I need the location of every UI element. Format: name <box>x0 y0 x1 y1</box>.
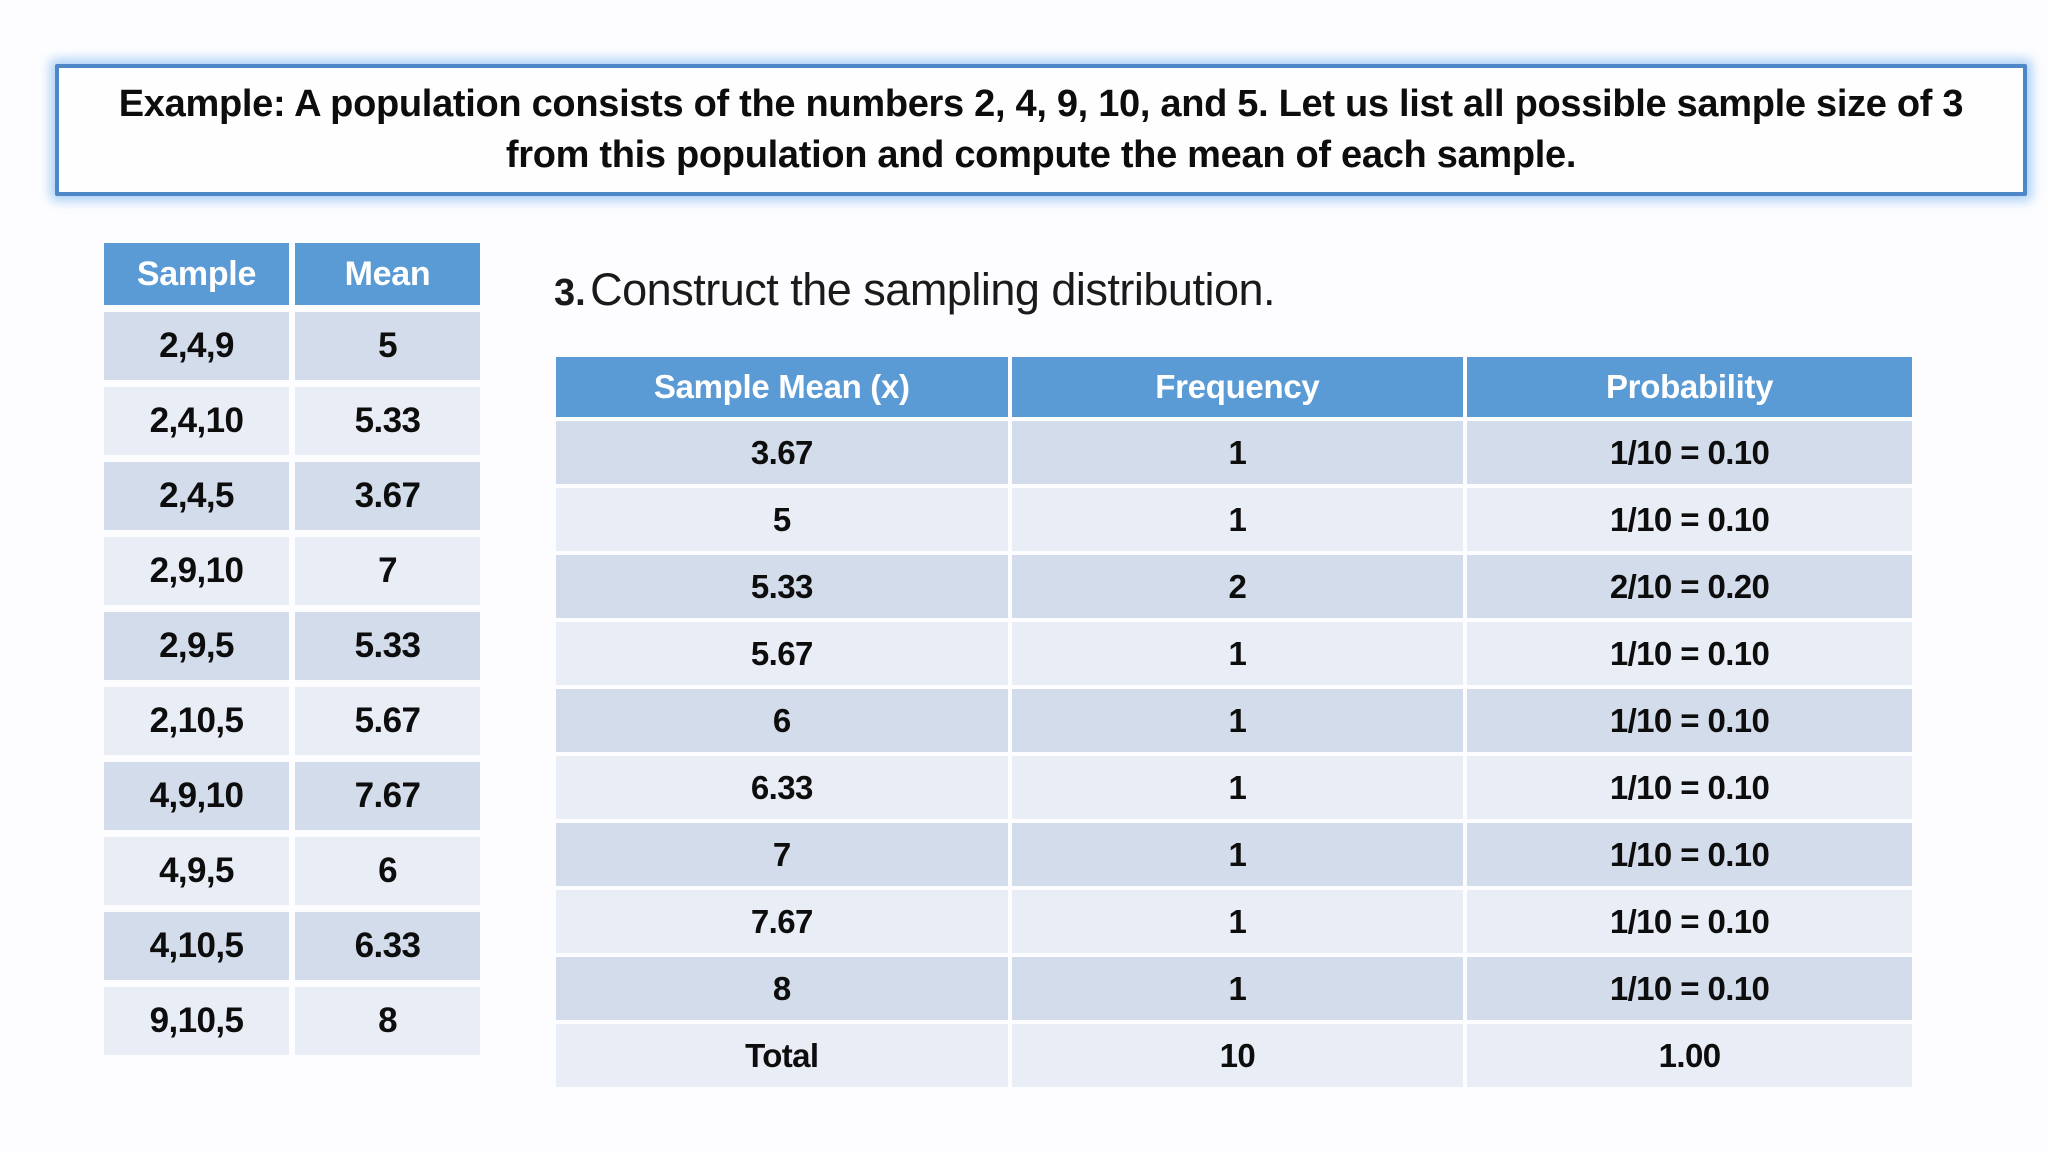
step-text: Construct the sampling distribution. <box>590 264 1275 315</box>
column-header-sample-mean: Sample Mean (x) <box>556 357 1008 417</box>
table-cell: 1/10 = 0.10 <box>1467 823 1912 886</box>
table-cell: 7 <box>556 823 1008 886</box>
table-row: 8 1 1/10 = 0.10 <box>556 957 1912 1020</box>
table-row: 4,9,10 7.67 <box>104 762 480 830</box>
table-cell: 5 <box>556 488 1008 551</box>
table-cell: 8 <box>556 957 1008 1020</box>
title-box: Example: A population consists of the nu… <box>55 64 2027 196</box>
samples-table: Sample Mean 2,4,9 5 2,4,10 5.33 2,4,5 3.67 2,9… <box>98 236 486 1062</box>
table-cell: 2,4,9 <box>104 312 289 380</box>
table-cell: 1 <box>1011 488 1464 551</box>
table-cell: 8 <box>295 987 480 1055</box>
distribution-table-body: 3.67 1 1/10 = 0.10 5 1 1/10 = 0.10 5.33 2 2/10 =… <box>556 421 1912 1087</box>
table-cell: 6 <box>295 837 480 905</box>
table-cell: 2,4,5 <box>104 462 289 530</box>
table-cell: 1/10 = 0.10 <box>1467 622 1912 685</box>
table-row: 2,4,5 3.67 <box>104 462 480 530</box>
table-cell: 1/10 = 0.10 <box>1467 488 1912 551</box>
column-header-probability: Probability <box>1467 357 1912 417</box>
table-row: 2,9,10 7 <box>104 537 480 605</box>
table-cell: 5 <box>295 312 480 380</box>
slide-title: Example: A population consists of the nu… <box>118 83 1964 176</box>
column-header-sample: Sample <box>104 243 289 305</box>
table-cell: 1 <box>1011 689 1464 752</box>
table-cell: 7.67 <box>556 890 1008 953</box>
table-row: 5 1 1/10 = 0.10 <box>556 488 1912 551</box>
table-cell: 1/10 = 0.10 <box>1467 756 1912 819</box>
table-cell: 2,10,5 <box>104 687 289 755</box>
table-cell: 1 <box>1011 957 1464 1020</box>
table-cell: 2 <box>1011 555 1464 618</box>
table-row: 7.67 1 1/10 = 0.10 <box>556 890 1912 953</box>
table-cell: 5.67 <box>295 687 480 755</box>
table-cell: 5.67 <box>556 622 1008 685</box>
table-row: 6.33 1 1/10 = 0.10 <box>556 756 1912 819</box>
distribution-table: Sample Mean (x) Frequency Probability 3.… <box>552 353 1916 1091</box>
table-row: 7 1 1/10 = 0.10 <box>556 823 1912 886</box>
table-cell: 1 <box>1011 890 1464 953</box>
table-row: 4,10,5 6.33 <box>104 912 480 980</box>
table-row: 5.67 1 1/10 = 0.10 <box>556 622 1912 685</box>
table-cell: 10 <box>1011 1024 1464 1087</box>
table-cell: Total <box>556 1024 1008 1087</box>
samples-table-body: 2,4,9 5 2,4,10 5.33 2,4,5 3.67 2,9,10 7 2,9,5 5.3… <box>104 312 480 1055</box>
table-cell: 2/10 = 0.20 <box>1467 555 1912 618</box>
table-row: 6 1 1/10 = 0.10 <box>556 689 1912 752</box>
table-row: 3.67 1 1/10 = 0.10 <box>556 421 1912 484</box>
table-cell: 1 <box>1011 823 1464 886</box>
table-cell: 1/10 = 0.10 <box>1467 421 1912 484</box>
table-cell: 6.33 <box>556 756 1008 819</box>
table-cell: 6.33 <box>295 912 480 980</box>
table-row: 2,9,5 5.33 <box>104 612 480 680</box>
table-cell: 1 <box>1011 622 1464 685</box>
table-cell: 1/10 = 0.10 <box>1467 890 1912 953</box>
table-row: 2,4,10 5.33 <box>104 387 480 455</box>
table-row: 2,10,5 5.67 <box>104 687 480 755</box>
table-cell: 4,10,5 <box>104 912 289 980</box>
table-row: Total 10 1.00 <box>556 1024 1912 1087</box>
table-cell: 5.33 <box>295 612 480 680</box>
table-row: 9,10,5 8 <box>104 987 480 1055</box>
table-cell: 7 <box>295 537 480 605</box>
table-cell: 3.67 <box>295 462 480 530</box>
table-cell: 9,10,5 <box>104 987 289 1055</box>
table-cell: 1 <box>1011 756 1464 819</box>
table-cell: 1 <box>1011 421 1464 484</box>
table-cell: 7.67 <box>295 762 480 830</box>
table-cell: 5.33 <box>556 555 1008 618</box>
table-row: 4,9,5 6 <box>104 837 480 905</box>
samples-header-row: Sample Mean <box>104 243 480 305</box>
table-cell: 4,9,5 <box>104 837 289 905</box>
step-heading: 3. Construct the sampling distribution. <box>554 264 1275 316</box>
table-cell: 1.00 <box>1467 1024 1912 1087</box>
table-row: 2,4,9 5 <box>104 312 480 380</box>
column-header-frequency: Frequency <box>1011 357 1464 417</box>
table-cell: 6 <box>556 689 1008 752</box>
step-number: 3. <box>554 272 586 314</box>
table-row: 5.33 2 2/10 = 0.20 <box>556 555 1912 618</box>
distribution-header-row: Sample Mean (x) Frequency Probability <box>556 357 1912 417</box>
column-header-mean: Mean <box>295 243 480 305</box>
table-cell: 1/10 = 0.10 <box>1467 957 1912 1020</box>
table-cell: 4,9,10 <box>104 762 289 830</box>
table-cell: 1/10 = 0.10 <box>1467 689 1912 752</box>
table-cell: 2,9,10 <box>104 537 289 605</box>
table-cell: 2,9,5 <box>104 612 289 680</box>
table-cell: 2,4,10 <box>104 387 289 455</box>
table-cell: 3.67 <box>556 421 1008 484</box>
table-cell: 5.33 <box>295 387 480 455</box>
